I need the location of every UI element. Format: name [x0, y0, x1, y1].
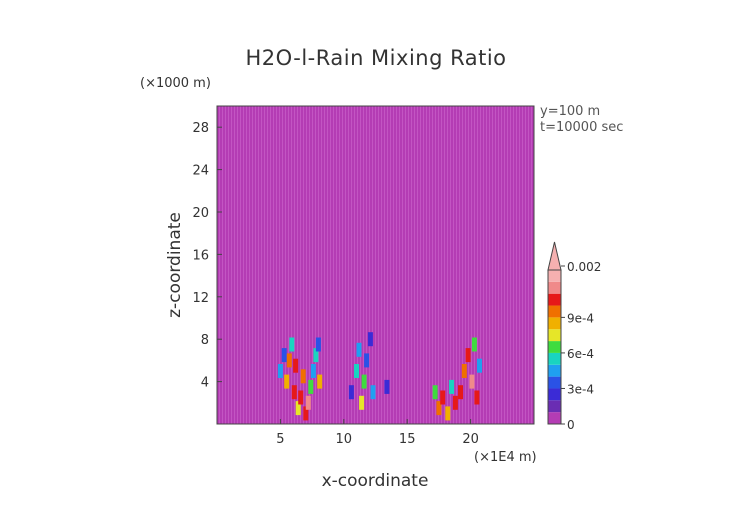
colorbar-segment	[548, 341, 561, 353]
colorbar-segment	[548, 305, 561, 318]
heatmap-cell	[477, 358, 482, 373]
colorbar-segment	[548, 364, 561, 377]
heatmap-cell	[286, 353, 292, 368]
colorbar: 0 3e-4 6e-4 9e-4 0.002	[547, 241, 601, 432]
heatmap-cell	[461, 364, 467, 378]
heatmap-cell	[315, 337, 321, 352]
heatmap-cell	[440, 390, 446, 405]
colorbar-segment	[548, 281, 561, 294]
x-tick-label: 5	[276, 432, 284, 447]
heatmap-cell	[305, 395, 311, 410]
annotation-y-position: y=100 m	[540, 104, 601, 119]
y-tick-label: 12	[192, 291, 209, 306]
colorbar-segment	[548, 352, 561, 365]
heatmap-cell	[465, 348, 471, 363]
heatmap-cell	[458, 385, 463, 400]
heatmap-cell	[432, 385, 438, 400]
y-axis-unit-label: (×1000 m)	[140, 76, 211, 91]
colorbar-tick-label: 0	[567, 418, 575, 432]
colorbar-segment	[548, 400, 561, 413]
colorbar-segment	[548, 412, 561, 424]
colorbar-frame	[547, 269, 562, 425]
heatmap-cell	[361, 374, 367, 389]
heatmap-cell	[359, 395, 365, 410]
colorbar-segment	[548, 293, 561, 306]
heatmap-cell	[471, 337, 477, 352]
heatmap-cell	[313, 348, 319, 363]
heatmap-cells	[277, 332, 482, 421]
heatmap-cell	[452, 395, 458, 410]
colorbar-tick-label: 0.002	[567, 260, 601, 274]
heatmap-cell	[281, 348, 287, 363]
heatmap-cell	[295, 401, 301, 416]
colorbar-segment	[548, 317, 561, 330]
heatmap-cell	[367, 332, 373, 347]
heatmap-cell	[277, 364, 283, 378]
x-tick-label: 10	[336, 432, 353, 447]
y-tick-label: 16	[192, 248, 209, 263]
heatmap-cell	[293, 358, 299, 373]
heatmap-cell	[289, 337, 295, 352]
heatmap-cell	[356, 342, 362, 357]
heatmap-cell	[308, 379, 314, 394]
y-tick-label: 28	[192, 121, 209, 136]
colorbar-tick-label: 3e-4	[567, 382, 594, 396]
heatmap-cell	[370, 385, 376, 400]
y-tick-label: 4	[201, 376, 209, 391]
heatmap-cell	[449, 379, 455, 394]
colorbar-segment	[548, 329, 561, 342]
heatmap-cell	[310, 364, 316, 378]
heatmap-cell	[469, 374, 475, 389]
heatmap-cell	[364, 353, 370, 368]
x-axis-unit-label: (×1E4 m)	[474, 450, 537, 465]
y-tick-label: 20	[192, 206, 209, 221]
plot-texture	[217, 106, 534, 424]
heatmap-cell	[474, 390, 480, 405]
x-axis-ticks: 5 10 15 20	[276, 419, 479, 447]
colorbar-segment	[548, 270, 561, 282]
y-tick-label: 8	[201, 333, 209, 348]
heatmap-cell	[436, 401, 442, 416]
heatmap-cell	[354, 364, 359, 378]
x-tick-label: 15	[399, 432, 416, 447]
x-axis-label: x-coordinate	[321, 471, 429, 491]
chart-title: H2O-l-Rain Mixing Ratio	[245, 46, 507, 70]
plot-frame	[216, 105, 535, 425]
x-tick-label: 20	[462, 432, 479, 447]
colorbar-segment	[548, 376, 561, 389]
colorbar-segment	[548, 388, 561, 401]
heatmap-cell	[384, 379, 390, 394]
heatmap-cell	[300, 369, 306, 384]
y-tick-label: 24	[192, 164, 209, 179]
colorbar-tick-label: 6e-4	[567, 347, 594, 361]
annotation-time: t=10000 sec	[540, 120, 624, 135]
heatmap-cell	[303, 406, 309, 421]
heatmap-cell	[317, 374, 323, 389]
heatmap-cell	[284, 374, 290, 389]
heatmap-cell	[291, 385, 297, 400]
colorbar-extend-arrow	[547, 241, 562, 271]
colorbar-tick-label: 9e-4	[567, 311, 594, 325]
heatmap-cell	[445, 406, 451, 421]
heatmap-cell	[348, 385, 354, 400]
heatmap-cell	[298, 390, 304, 405]
y-axis-ticks: 4 8 12 16 20 24 28	[192, 121, 222, 391]
